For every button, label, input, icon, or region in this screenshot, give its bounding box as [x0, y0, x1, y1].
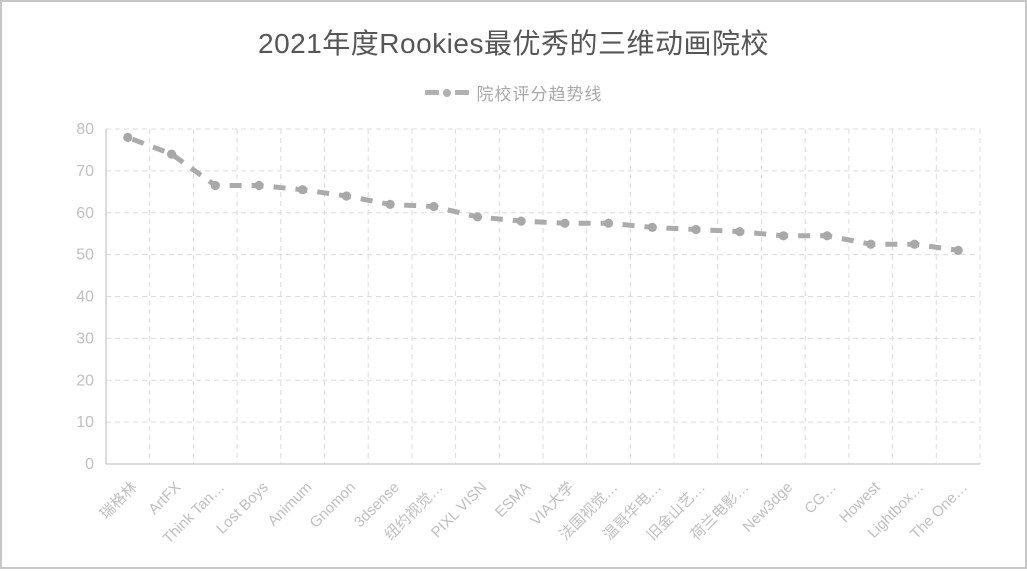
data-point-marker: [909, 239, 920, 249]
data-point-marker: [560, 218, 570, 228]
data-point-marker: [603, 218, 614, 228]
data-point-marker: [866, 239, 876, 249]
y-axis-tick-label: 70: [76, 163, 94, 180]
data-point-marker: [123, 132, 133, 142]
y-axis-tick-label: 40: [76, 289, 94, 306]
data-point-marker: [472, 212, 483, 222]
dash-dot-line-icon: [424, 88, 469, 97]
data-point-marker: [953, 245, 963, 255]
data-point-marker: [341, 191, 351, 201]
y-axis-tick-label: 10: [76, 414, 94, 431]
data-point-marker: [778, 231, 789, 241]
data-point-marker: [691, 224, 701, 235]
y-axis-tick-label: 0: [85, 456, 94, 473]
x-axis-category-label: 瑞格林: [97, 479, 141, 523]
y-axis-tick-label: 20: [76, 372, 94, 389]
legend: 院校评分趋势线: [2, 80, 1025, 105]
x-axis-category-label: ArtFX: [145, 479, 184, 518]
data-point-marker: [254, 180, 264, 191]
data-point-marker: [429, 201, 439, 212]
data-point-marker: [298, 185, 308, 195]
legend-label: 院校评分趋势线: [476, 85, 603, 104]
data-point-marker: [647, 222, 657, 232]
data-point-marker: [210, 180, 220, 191]
x-axis-category-label: CG…: [801, 479, 840, 518]
legend-item-trend[interactable]: 院校评分趋势线: [424, 80, 603, 105]
trend-line: [126, 135, 959, 253]
chart-title: 2021年度Rookies最优秀的三维动画院校: [258, 28, 769, 59]
y-axis-tick-label: 60: [76, 205, 94, 222]
data-point-marker: [822, 231, 832, 241]
x-axis-category-label: Gnomon: [306, 479, 359, 532]
y-axis-tick-label: 30: [76, 330, 94, 347]
legend-dash-left: [424, 90, 439, 95]
data-point-marker: [385, 199, 395, 209]
legend-dash-right: [454, 90, 469, 95]
legend-dot: [442, 88, 451, 97]
y-axis-tick-label: 80: [76, 121, 94, 138]
data-point-marker: [735, 227, 745, 237]
x-axis-category-label: ESMA: [492, 479, 534, 521]
y-axis-tick-label: 50: [76, 247, 94, 264]
data-point-marker: [167, 149, 177, 159]
data-point-marker: [516, 216, 526, 226]
